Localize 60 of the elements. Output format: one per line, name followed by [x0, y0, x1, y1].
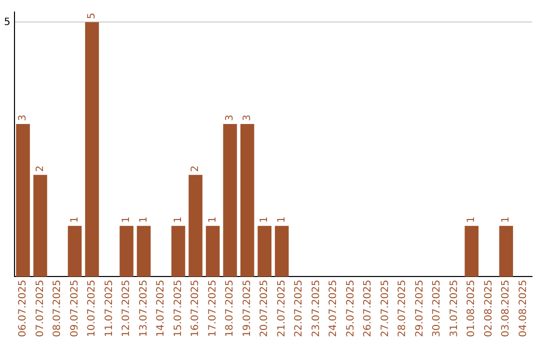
data-label: 1: [121, 216, 132, 223]
data-label: 1: [207, 216, 218, 223]
x-tick-label: 18.07.2025: [224, 280, 236, 338]
bar: [274, 226, 289, 277]
bar: [206, 226, 220, 277]
data-label: 1: [259, 216, 270, 223]
x-tick-label: 03.08.2025: [500, 280, 512, 338]
x-tick-label: 13.07.2025: [138, 280, 150, 338]
bar: [171, 226, 186, 277]
x-tick-label: 20.07.2025: [259, 280, 270, 338]
data-label: 1: [138, 216, 150, 223]
x-tick-label: 15.07.2025: [172, 280, 184, 338]
x-tick-label: 06.07.2025: [18, 280, 29, 338]
x-tick-label: 14.07.2025: [156, 280, 167, 338]
data-label: 3: [242, 114, 253, 122]
x-tick-label: 31.07.2025: [448, 280, 460, 338]
x-tick-label: 17.07.2025: [207, 280, 218, 338]
x-tick-label: 16.07.2025: [190, 280, 202, 338]
x-tick-label: 09.07.2025: [69, 280, 80, 338]
x-tick-label: 12.07.2025: [121, 280, 132, 338]
x-tick-label: 27.07.2025: [380, 280, 391, 338]
x-tick-label: 11.07.2025: [104, 280, 115, 338]
data-label: 5: [86, 12, 98, 20]
bar: [120, 226, 134, 277]
bar: [464, 226, 479, 277]
x-tick-label: 21.07.2025: [276, 280, 288, 338]
bar: [223, 124, 237, 277]
bar: [258, 226, 272, 277]
bar: [85, 22, 99, 277]
bar: [499, 226, 514, 277]
data-label: 2: [34, 166, 46, 172]
data-label: 3: [18, 114, 29, 122]
data-label: 1: [172, 216, 184, 223]
data-label: 2: [190, 166, 202, 172]
x-tick-label: 08.07.2025: [52, 280, 64, 338]
bar: [16, 124, 30, 277]
data-label: 1: [466, 216, 478, 223]
x-tick-label: 29.07.2025: [414, 280, 426, 338]
data-label: 1: [500, 216, 512, 223]
x-tick-label: 10.07.2025: [86, 280, 98, 338]
bar: [68, 226, 82, 277]
x-tick-label: 19.07.2025: [242, 280, 253, 338]
x-tick-label: 02.08.2025: [483, 280, 494, 338]
bar: [240, 124, 254, 277]
bar: [188, 174, 202, 277]
x-tick-label: 01.08.2025: [466, 280, 478, 338]
x-tick-label: 22.07.2025: [294, 280, 305, 338]
x-tick-label: 04.08.2025: [518, 280, 529, 338]
bar: [136, 226, 151, 277]
data-label: 3: [224, 114, 236, 122]
data-label: 1: [69, 216, 80, 223]
x-tick-label: 24.07.2025: [328, 280, 340, 338]
bar: [33, 174, 48, 277]
x-tick-label: 30.07.2025: [432, 280, 443, 338]
x-tick-label: 07.07.2025: [34, 280, 46, 338]
x-tick-label: 23.07.2025: [310, 280, 322, 338]
data-label: 1: [276, 216, 288, 223]
x-tick-label: 26.07.2025: [362, 280, 374, 338]
x-tick-label: 28.07.2025: [397, 280, 408, 338]
x-tick-label: 25.07.2025: [345, 280, 356, 338]
